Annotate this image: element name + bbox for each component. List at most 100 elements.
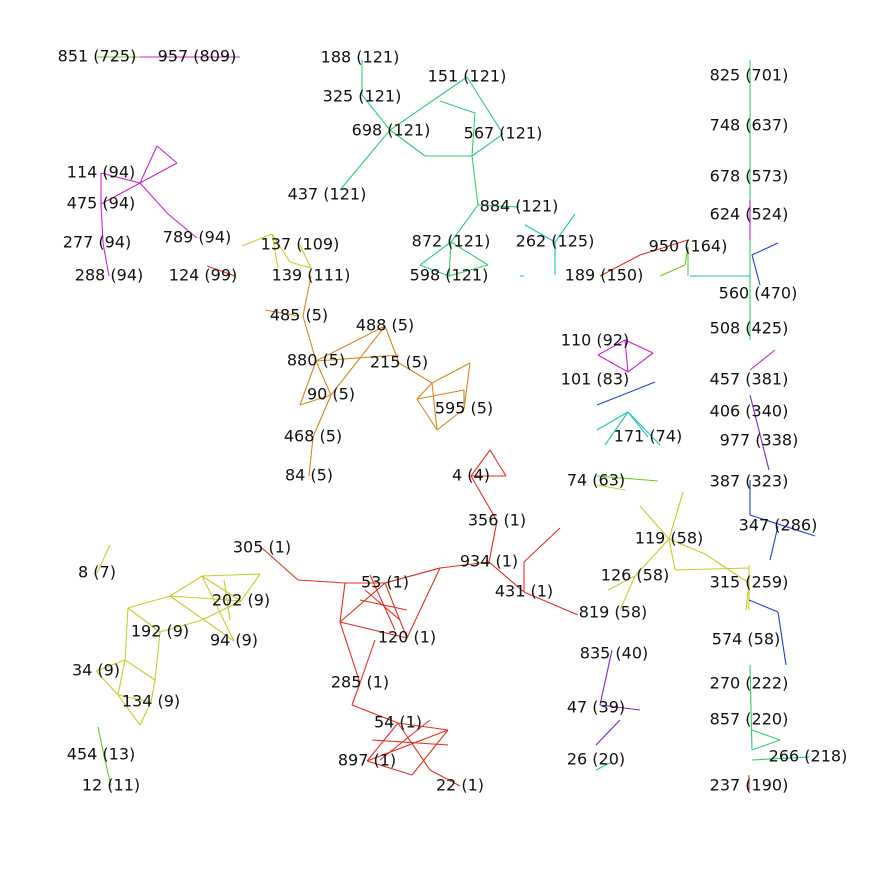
graph-edge	[749, 349, 776, 371]
node-label-825: 825 (701)	[710, 66, 789, 85]
graph-edge	[261, 547, 299, 581]
graph-edge	[419, 264, 450, 277]
node-label-574: 574 (58)	[712, 630, 780, 649]
node-label-4: 4 (4)	[452, 466, 490, 485]
graph-edge	[431, 382, 438, 431]
graph-edge	[597, 339, 626, 356]
graph-edge	[379, 719, 431, 761]
graph-edge	[471, 112, 476, 157]
graph-edge	[271, 233, 291, 263]
node-label-457: 457 (381)	[710, 370, 789, 389]
graph-edge	[416, 389, 465, 400]
graph-edge	[489, 449, 507, 477]
graph-edge	[271, 233, 279, 269]
node-label-488: 488 (5)	[356, 316, 414, 335]
node-label-74: 74 (63)	[567, 471, 625, 490]
graph-edge	[366, 722, 399, 762]
graph-edge	[596, 484, 626, 491]
graph-edge	[366, 729, 449, 762]
node-label-950: 950 (164)	[649, 237, 728, 256]
graph-edge	[627, 411, 661, 446]
graph-edge	[411, 729, 449, 776]
node-label-262: 262 (125)	[516, 232, 595, 251]
graph-edge	[150, 679, 156, 703]
graph-edge	[751, 254, 761, 286]
node-label-94: 94 (9)	[210, 631, 258, 650]
graph-edge	[470, 475, 498, 522]
node-label-934: 934 (1)	[460, 552, 518, 571]
node-label-277: 277 (94)	[63, 233, 131, 252]
graph-edge	[312, 394, 332, 438]
graph-edge	[315, 325, 386, 362]
graph-edge	[117, 694, 141, 726]
node-label-189: 189 (150)	[565, 266, 644, 285]
graph-edge	[240, 573, 261, 602]
graph-edge	[201, 573, 261, 577]
graph-edge	[416, 398, 438, 431]
graph-edge	[429, 769, 461, 787]
node-label-layer: 851 (725) 957 (809) 188 (121) 325 (121) 151 …	[58, 47, 848, 795]
graph-edge	[524, 224, 556, 243]
node-label-406: 406 (340)	[710, 402, 789, 421]
node-label-84: 84 (5)	[285, 466, 333, 485]
graph-edge	[139, 162, 178, 184]
graph-edge	[139, 701, 152, 726]
node-label-237: 237 (190)	[710, 776, 789, 795]
graph-edge	[315, 360, 332, 396]
graph-edge	[371, 739, 449, 746]
graph-edge	[389, 129, 426, 157]
node-label-872: 872 (121)	[412, 232, 491, 251]
graph-edge	[604, 411, 629, 446]
node-label-748: 748 (637)	[710, 116, 789, 135]
node-label-880: 880 (5)	[287, 351, 345, 370]
graph-edge	[599, 649, 613, 706]
graph-edge	[315, 354, 400, 362]
graph-edge	[416, 382, 433, 400]
graph-edge	[169, 595, 235, 642]
node-label-789: 789 (94)	[163, 228, 231, 247]
graph-edge	[127, 607, 161, 633]
graph-edge	[627, 352, 654, 373]
graph-edge	[488, 520, 498, 563]
graph-edge	[704, 553, 750, 584]
graph-edge	[361, 94, 391, 131]
node-label-857: 857 (220)	[710, 710, 789, 729]
graph-edge	[751, 739, 781, 751]
graph-edge	[330, 325, 386, 396]
graph-edge	[596, 411, 629, 431]
graph-edge	[139, 182, 169, 215]
node-label-508: 508 (425)	[710, 319, 789, 338]
graph-edge	[624, 339, 629, 373]
graph-edge	[223, 579, 231, 621]
node-label-120: 120 (1)	[378, 628, 436, 647]
node-label-171: 171 (74)	[614, 427, 682, 446]
graph-edge	[369, 574, 396, 631]
node-label-26: 26 (20)	[567, 750, 625, 769]
graph-edge	[471, 155, 479, 206]
graph-edge	[397, 722, 449, 731]
node-label-202: 202 (9)	[212, 591, 270, 610]
node-label-192: 192 (9)	[131, 622, 189, 641]
graph-edge	[339, 621, 361, 684]
node-label-884: 884 (121)	[480, 197, 559, 216]
node-label-22: 22 (1)	[436, 776, 484, 795]
graph-edge	[674, 567, 750, 571]
graph-edge	[439, 100, 476, 114]
node-label-698: 698 (121)	[352, 121, 431, 140]
node-label-139: 139 (111)	[272, 266, 351, 285]
graph-edge	[639, 505, 670, 540]
node-label-431: 431 (1)	[495, 582, 553, 601]
graph-edge	[289, 261, 312, 269]
graph-edge	[523, 591, 579, 616]
node-label-475: 475 (94)	[67, 194, 135, 213]
graph-edge	[201, 600, 242, 621]
node-label-285: 285 (1)	[331, 673, 389, 692]
graph-edge	[777, 611, 787, 666]
node-label-110: 110 (92)	[561, 331, 629, 350]
graph-edge	[751, 756, 811, 761]
graph-edge	[169, 575, 203, 597]
node-label-485: 485 (5)	[270, 306, 328, 325]
graph-edge	[167, 213, 198, 239]
node-label-101: 101 (83)	[561, 370, 629, 389]
graph-edge	[751, 242, 779, 256]
